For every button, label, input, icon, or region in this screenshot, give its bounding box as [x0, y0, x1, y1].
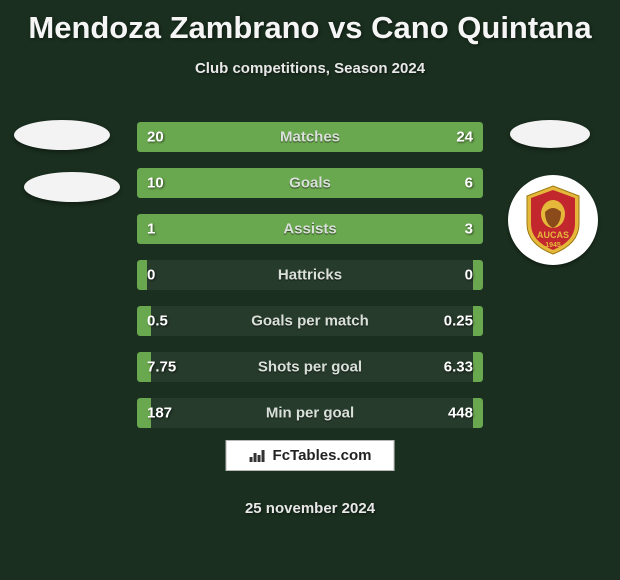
stat-row: Min per goal187 448	[137, 398, 483, 428]
aucas-crest-icon: AUCAS 1945	[521, 184, 585, 256]
stat-row: Assists1 3	[137, 214, 483, 244]
svg-text:1945: 1945	[545, 242, 561, 249]
subtitle: Club competitions, Season 2024	[0, 60, 620, 77]
left-player-photo-placeholder-2	[24, 172, 120, 202]
stat-label: Min per goal	[137, 405, 483, 422]
stat-label: Shots per goal	[137, 359, 483, 376]
stat-value-right: 0	[465, 267, 473, 284]
bars-chart-icon	[249, 449, 267, 463]
stat-row: Matches20 24	[137, 122, 483, 152]
right-team-badge: AUCAS 1945	[508, 175, 598, 265]
left-player-photo-placeholder-1	[14, 120, 110, 150]
stat-row: Hattricks0 0	[137, 260, 483, 290]
stat-label: Goals per match	[137, 313, 483, 330]
stats-comparison-table: Matches20 24 Goals10 6 Assists1 3 Hattricks0 0 G…	[137, 122, 483, 444]
stat-label: Hattricks	[137, 267, 483, 284]
svg-text:AUCAS: AUCAS	[537, 230, 569, 240]
stat-value-left: 0	[147, 267, 155, 284]
stat-row: Shots per goal7.75 6.33	[137, 352, 483, 382]
stat-value-left: 1	[147, 221, 155, 238]
stat-value-left: 0.5	[147, 313, 168, 330]
right-player-photo-placeholder	[510, 120, 590, 148]
stat-label: Assists	[137, 221, 483, 238]
stat-row: Goals10 6	[137, 168, 483, 198]
stat-label: Goals	[137, 175, 483, 192]
stat-value-right: 6	[465, 175, 473, 192]
stat-value-left: 20	[147, 129, 164, 146]
footer-date: 25 november 2024	[0, 500, 620, 517]
stat-value-right: 6.33	[444, 359, 473, 376]
stat-value-right: 24	[456, 129, 473, 146]
stat-row: Goals per match0.5 0.25	[137, 306, 483, 336]
stat-value-right: 0.25	[444, 313, 473, 330]
page-title: Mendoza Zambrano vs Cano Quintana	[0, 0, 620, 46]
stat-label: Matches	[137, 129, 483, 146]
stat-value-right: 448	[448, 405, 473, 422]
stat-value-left: 10	[147, 175, 164, 192]
stat-value-right: 3	[465, 221, 473, 238]
source-label: FcTables.com	[273, 447, 372, 464]
stat-value-left: 187	[147, 405, 172, 422]
stat-value-left: 7.75	[147, 359, 176, 376]
source-badge[interactable]: FcTables.com	[226, 440, 395, 471]
